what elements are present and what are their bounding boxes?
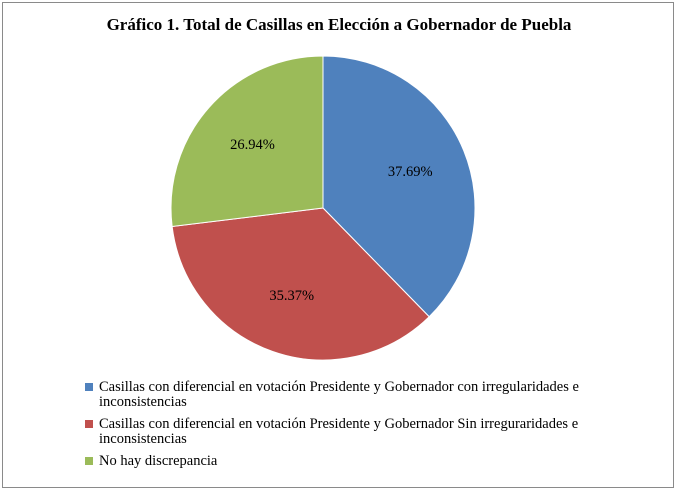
legend-label: No hay discrepancia: [99, 453, 218, 469]
pie-chart: 37.69% 35.37% 26.94%: [170, 55, 476, 361]
legend-item-irregularidades: Casillas con diferencial en votación Pre…: [85, 380, 645, 410]
pie-slice-irregularidades: [322, 55, 476, 318]
legend-item-sin-irregularidades: Casillas con diferencial en votación Pre…: [85, 417, 645, 447]
data-label: 37.69%: [388, 164, 433, 180]
pie-slice-sin-irregularidades: [171, 207, 430, 361]
data-label: 26.94%: [230, 137, 275, 153]
legend-swatch-blue: [85, 383, 93, 391]
legend-label: Casillas con diferencial en votación Pre…: [99, 379, 579, 410]
chart-frame: Gráfico 1. Total de Casillas en Elección…: [2, 2, 674, 488]
pie-slice-no-discrepancia: [170, 55, 324, 228]
legend-label: Casillas con diferencial en votación Pre…: [99, 416, 579, 447]
data-label: 35.37%: [269, 288, 314, 304]
chart-title: Gráfico 1. Total de Casillas en Elección…: [106, 15, 572, 34]
legend: Casillas con diferencial en votación Pre…: [85, 380, 645, 476]
legend-swatch-red: [85, 420, 93, 428]
legend-item-no-discrepancia: No hay discrepancia: [85, 454, 645, 469]
legend-swatch-green: [85, 457, 93, 465]
